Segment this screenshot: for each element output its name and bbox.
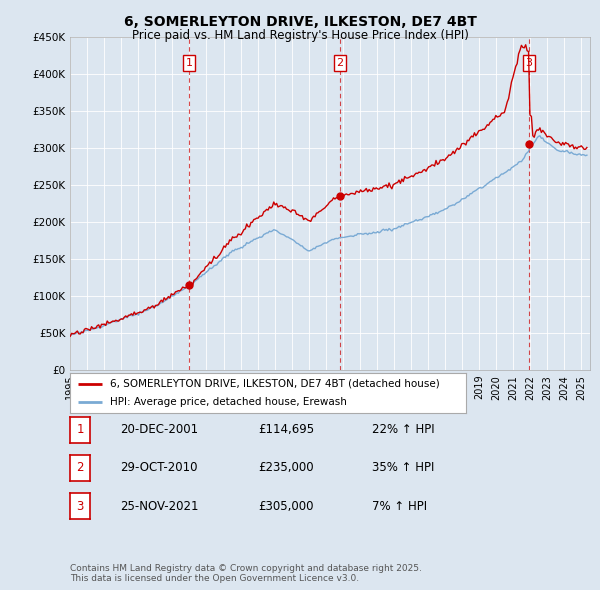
Text: 3: 3 — [526, 58, 532, 68]
Text: 20-DEC-2001: 20-DEC-2001 — [120, 423, 198, 436]
Text: 25-NOV-2021: 25-NOV-2021 — [120, 500, 199, 513]
Text: Price paid vs. HM Land Registry's House Price Index (HPI): Price paid vs. HM Land Registry's House … — [131, 29, 469, 42]
Text: 7% ↑ HPI: 7% ↑ HPI — [372, 500, 427, 513]
Text: 3: 3 — [76, 500, 84, 513]
Text: 22% ↑ HPI: 22% ↑ HPI — [372, 423, 434, 436]
Text: 6, SOMERLEYTON DRIVE, ILKESTON, DE7 4BT (detached house): 6, SOMERLEYTON DRIVE, ILKESTON, DE7 4BT … — [110, 379, 440, 389]
Text: 6, SOMERLEYTON DRIVE, ILKESTON, DE7 4BT: 6, SOMERLEYTON DRIVE, ILKESTON, DE7 4BT — [124, 15, 476, 30]
Text: 1: 1 — [185, 58, 193, 68]
Text: HPI: Average price, detached house, Erewash: HPI: Average price, detached house, Erew… — [110, 397, 347, 407]
Text: £114,695: £114,695 — [258, 423, 314, 436]
Text: Contains HM Land Registry data © Crown copyright and database right 2025.
This d: Contains HM Land Registry data © Crown c… — [70, 563, 422, 583]
Text: 2: 2 — [76, 461, 84, 474]
Text: £305,000: £305,000 — [258, 500, 314, 513]
Text: 1: 1 — [76, 423, 84, 436]
Text: 2: 2 — [337, 58, 343, 68]
Text: £235,000: £235,000 — [258, 461, 314, 474]
Text: 29-OCT-2010: 29-OCT-2010 — [120, 461, 197, 474]
Text: 35% ↑ HPI: 35% ↑ HPI — [372, 461, 434, 474]
